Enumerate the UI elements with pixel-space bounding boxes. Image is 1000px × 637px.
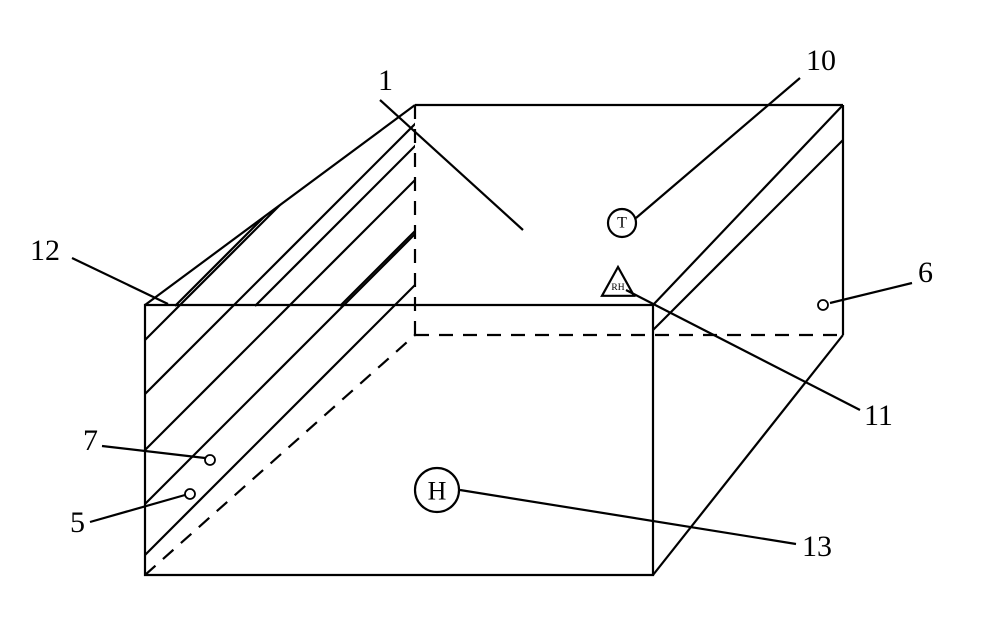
callout-6: 6 bbox=[830, 256, 933, 303]
symbol-h: H bbox=[415, 468, 459, 512]
callout-1: 1 bbox=[378, 64, 523, 230]
diagram-canvas: T RH H 1 10 12 6 11 7 5 13 bbox=[0, 0, 1000, 637]
symbol-h-label: H bbox=[428, 477, 447, 506]
callout-12: 12 bbox=[30, 234, 168, 304]
callout-number: 1 bbox=[378, 64, 393, 97]
callout-number: 6 bbox=[918, 256, 933, 289]
callout-number: 13 bbox=[802, 530, 832, 563]
open-box bbox=[145, 105, 843, 575]
callout-number: 10 bbox=[806, 44, 836, 77]
leader-line bbox=[460, 490, 796, 544]
port-p7 bbox=[205, 455, 215, 465]
callout-number: 5 bbox=[70, 506, 85, 539]
leader-line bbox=[72, 258, 168, 304]
symbol-temperature-label: T bbox=[617, 215, 627, 232]
port-p5 bbox=[185, 489, 195, 499]
symbol-humidity-rh-label: RH bbox=[611, 283, 624, 293]
callout-10: 10 bbox=[636, 44, 836, 218]
leader-line bbox=[90, 495, 185, 522]
callout-number: 12 bbox=[30, 234, 60, 267]
leader-line bbox=[380, 100, 523, 230]
leader-line bbox=[102, 446, 205, 458]
callout-number: 7 bbox=[83, 424, 98, 457]
leader-line bbox=[636, 78, 800, 218]
callout-13: 13 bbox=[460, 490, 832, 563]
symbol-temperature: T bbox=[608, 209, 636, 237]
callout-11: 11 bbox=[626, 290, 893, 432]
callout-number: 11 bbox=[864, 399, 893, 432]
port-p6 bbox=[818, 300, 828, 310]
